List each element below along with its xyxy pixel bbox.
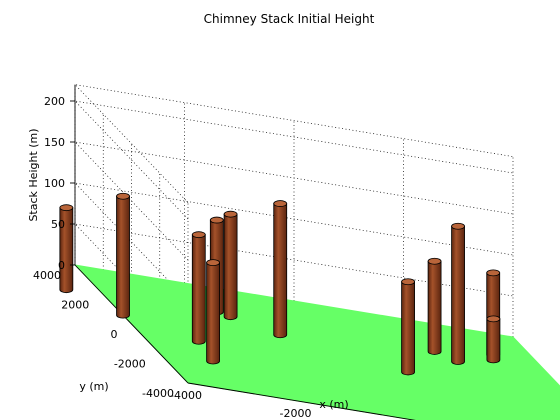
tick-labels: 0 50 100 150 200 -4000 -2000 0 2000 4000 -4000 -200… xyxy=(33,95,312,420)
stack-body xyxy=(116,195,130,319)
chimney-stack xyxy=(486,315,501,364)
stack-body xyxy=(427,260,442,355)
stack-top xyxy=(116,192,130,200)
chimney-stack xyxy=(191,231,206,345)
stack-body xyxy=(59,207,74,294)
stack-top xyxy=(209,216,224,224)
x-axis-label: x (m) xyxy=(319,398,348,411)
stack-top xyxy=(451,222,465,230)
stacks xyxy=(59,192,501,376)
stack-top xyxy=(223,210,238,218)
z-tick-label: 200 xyxy=(44,95,65,108)
chimney-stack xyxy=(273,200,288,339)
stack-top xyxy=(486,269,501,277)
x-tick-label: -4000 xyxy=(170,389,202,402)
chimney-stack xyxy=(451,222,465,365)
x-tick-label: -2000 xyxy=(280,407,312,420)
grid-line xyxy=(74,100,514,220)
stack-top xyxy=(427,257,442,265)
stack-body xyxy=(451,225,465,365)
z-tick-label: 100 xyxy=(44,177,65,190)
axes xyxy=(74,84,416,420)
stack-top xyxy=(486,315,501,323)
stack-body xyxy=(191,234,206,345)
grid-line xyxy=(74,223,514,343)
chimney-stack xyxy=(223,210,238,321)
grid-line xyxy=(74,141,514,261)
stack-top xyxy=(273,200,288,207)
grid-lines xyxy=(74,84,514,383)
grid-line xyxy=(74,182,514,302)
chimney-stack xyxy=(59,204,74,294)
y-axis-label: y (m) xyxy=(79,380,108,393)
y-axis-line xyxy=(74,264,189,384)
chimney-stack xyxy=(116,192,130,319)
x-axis-line xyxy=(187,382,416,420)
stack-body xyxy=(486,318,501,364)
stack-top xyxy=(401,278,415,286)
stack-top xyxy=(59,204,74,212)
z-tick-label: 50 xyxy=(51,218,65,231)
chimney-stack xyxy=(401,278,415,376)
y-tick-label: -4000 xyxy=(142,387,174,400)
z-tick-label: 0 xyxy=(58,259,65,272)
stack-top xyxy=(191,231,206,239)
grid-line xyxy=(74,84,514,203)
stack-body xyxy=(401,281,415,376)
y-tick-label: 4000 xyxy=(33,269,61,282)
chart-title: Chimney Stack Initial Height xyxy=(204,12,375,26)
z-axis-label: Stack Height (m) xyxy=(27,128,40,221)
chimney-stack xyxy=(427,257,442,355)
y-tick-label: 2000 xyxy=(61,299,89,312)
stack-top xyxy=(206,259,220,267)
y-tick-label: 0 xyxy=(111,328,118,341)
chimney-stack xyxy=(206,259,220,365)
stack-body xyxy=(206,262,220,365)
stack-body xyxy=(273,203,288,339)
z-tick-label: 150 xyxy=(44,136,65,149)
stack-body xyxy=(223,213,238,321)
y-tick-label: -2000 xyxy=(114,358,146,371)
